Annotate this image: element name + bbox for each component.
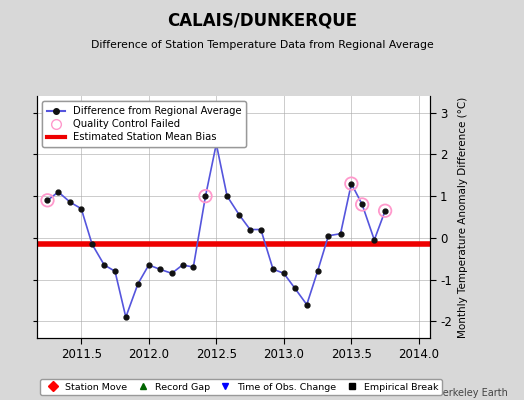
Y-axis label: Monthly Temperature Anomaly Difference (°C): Monthly Temperature Anomaly Difference (…: [457, 96, 467, 338]
Point: [347, 180, 356, 187]
Text: Difference of Station Temperature Data from Regional Average: Difference of Station Temperature Data f…: [91, 40, 433, 50]
Point: [43, 197, 52, 204]
Point: [201, 193, 210, 199]
Point: [381, 208, 389, 214]
Point: [358, 201, 366, 208]
Text: Berkeley Earth: Berkeley Earth: [436, 388, 508, 398]
Text: CALAIS/DUNKERQUE: CALAIS/DUNKERQUE: [167, 12, 357, 30]
Legend: Difference from Regional Average, Quality Control Failed, Estimated Station Mean: Difference from Regional Average, Qualit…: [42, 101, 246, 147]
Legend: Station Move, Record Gap, Time of Obs. Change, Empirical Break: Station Move, Record Gap, Time of Obs. C…: [40, 379, 442, 395]
